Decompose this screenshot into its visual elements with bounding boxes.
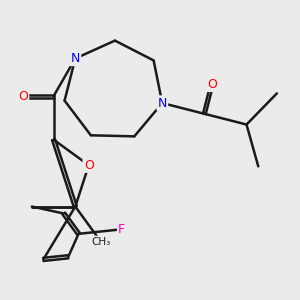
Text: N: N [70,52,80,65]
Text: CH₃: CH₃ [91,237,110,247]
Text: F: F [118,223,125,236]
Text: N: N [158,97,167,110]
Text: O: O [18,90,28,103]
Text: O: O [84,159,94,172]
Text: O: O [207,78,217,91]
